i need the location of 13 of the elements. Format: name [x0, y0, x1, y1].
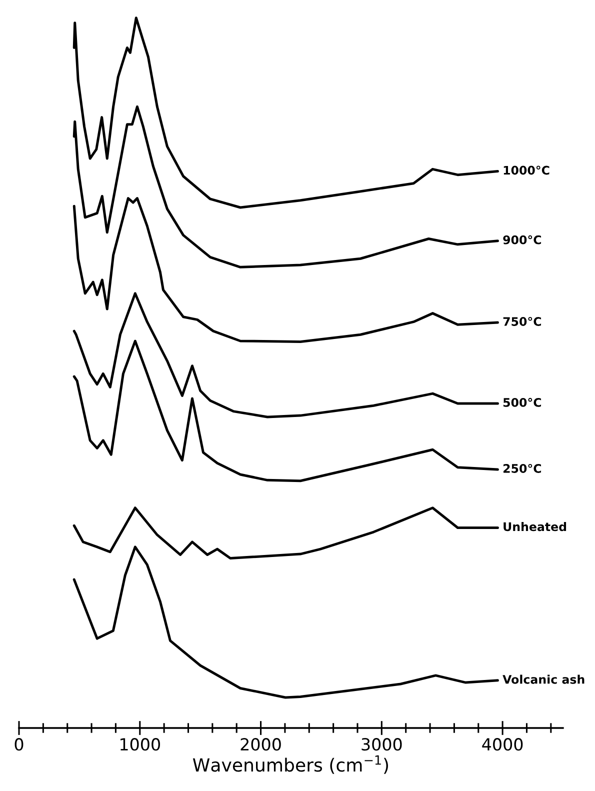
series-label: Volcanic ash [502, 674, 584, 684]
x-tick-label: 3000 [362, 738, 402, 751]
series-label: Unheated [504, 522, 566, 532]
series-label: 1000°C [504, 166, 550, 175]
x-tick-label: 4000 [482, 738, 523, 751]
series-label: 250°C [503, 464, 542, 473]
x-tick-label: 0 [14, 738, 24, 751]
x-tick-label: 1000 [120, 738, 160, 751]
x-tick-label: 2000 [240, 738, 281, 751]
x-axis-title: Wavenumbers (cm$^{−1}$) [192, 755, 388, 774]
series-label: 500°C [503, 398, 542, 407]
series-label: 750°C [503, 316, 542, 326]
series-label: 900°C [503, 235, 542, 244]
